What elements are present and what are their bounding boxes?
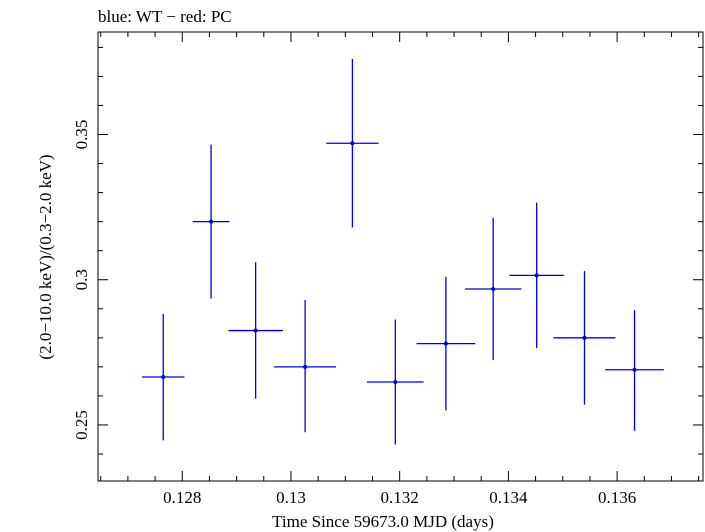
chart-title: blue: WT − red: PC <box>98 7 232 26</box>
series-wt <box>142 59 664 445</box>
data-point <box>464 217 522 361</box>
data-point <box>416 276 476 411</box>
data-point <box>326 59 379 228</box>
data-point <box>553 271 616 405</box>
data-point <box>192 144 230 299</box>
point-marker <box>393 379 398 384</box>
x-axis-label: Time Since 59673.0 MJD (days) <box>272 512 494 531</box>
point-marker <box>303 364 308 369</box>
x-tick-label: 0.13 <box>276 488 306 507</box>
point-marker <box>443 341 448 346</box>
data-point <box>142 314 185 441</box>
y-tick-label: 0.25 <box>72 410 91 440</box>
point-marker <box>491 287 496 292</box>
point-marker <box>209 219 214 224</box>
data-series <box>142 59 664 445</box>
x-tick-label: 0.136 <box>598 488 636 507</box>
axis-ticks <box>98 32 703 481</box>
data-point <box>605 310 664 431</box>
point-marker <box>161 375 166 380</box>
y-axis-label: (2.0−10.0 keV)/(0.3−2.0 keV) <box>36 154 55 359</box>
point-marker <box>253 328 258 333</box>
point-marker <box>534 273 539 278</box>
data-point <box>274 300 337 433</box>
point-marker <box>350 141 355 146</box>
y-tick-label: 0.35 <box>72 120 91 150</box>
x-tick-label: 0.128 <box>163 488 201 507</box>
y-tick-label: 0.3 <box>72 269 91 290</box>
data-point <box>228 262 283 399</box>
x-tick-label: 0.134 <box>489 488 528 507</box>
data-point <box>509 202 564 348</box>
x-tick-label: 0.132 <box>381 488 419 507</box>
point-marker <box>582 335 587 340</box>
axis-tick-labels: 0.128 0.13 0.132 0.134 0.136 0.25 0.3 0.35 <box>72 120 636 507</box>
point-marker <box>632 367 637 372</box>
data-point <box>367 319 424 445</box>
plot-frame <box>97 31 704 482</box>
